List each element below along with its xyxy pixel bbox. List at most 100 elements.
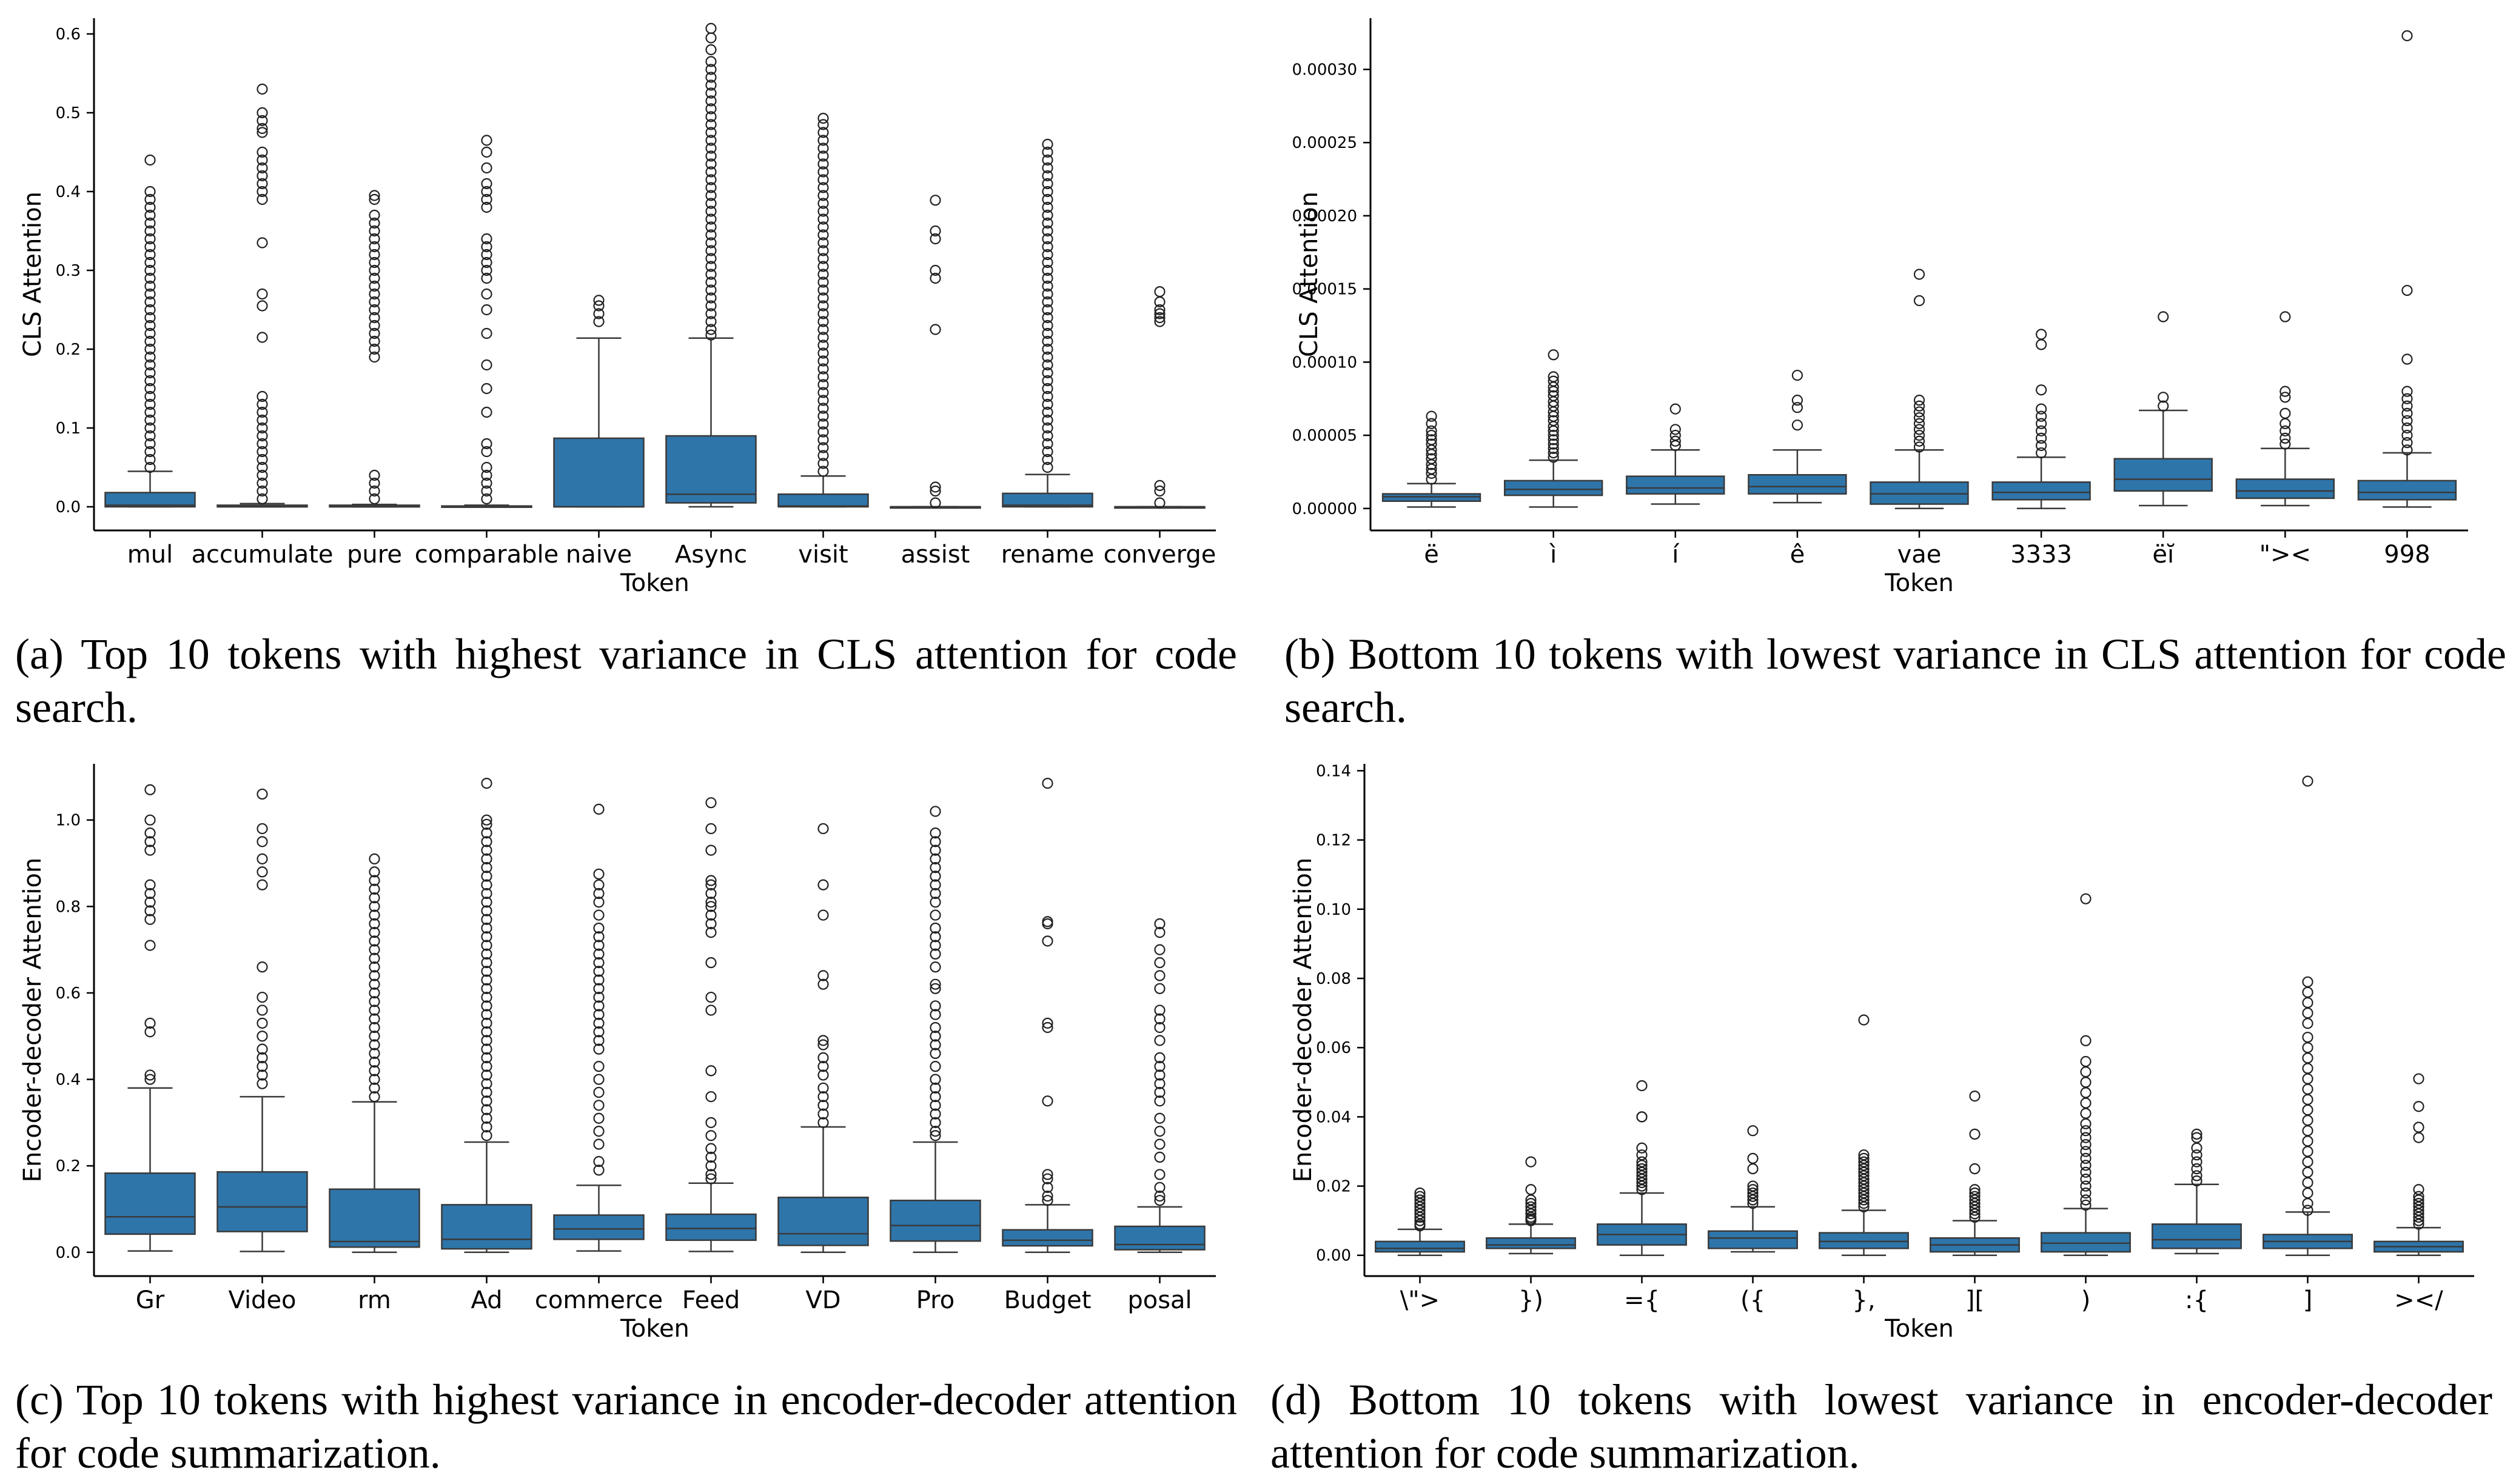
outlier-point bbox=[481, 1043, 492, 1055]
x-tick-label: Budget bbox=[1004, 1286, 1092, 1314]
outlier-point bbox=[481, 1095, 492, 1107]
y-tick-label: 0.00025 bbox=[1292, 134, 1357, 152]
outlier-point bbox=[144, 905, 156, 917]
outlier-point bbox=[369, 970, 380, 981]
outlier-point bbox=[1969, 1211, 1981, 1223]
outlier-point bbox=[930, 1082, 941, 1094]
outlier-point bbox=[1154, 1035, 1166, 1046]
outlier-point bbox=[2036, 440, 2047, 452]
outlier-point bbox=[257, 186, 268, 198]
outlier-point bbox=[1636, 1080, 1648, 1092]
box-0 bbox=[1381, 410, 1481, 508]
outlier-point bbox=[593, 897, 605, 908]
outlier-point bbox=[481, 871, 492, 882]
outlier-point bbox=[2279, 311, 2291, 323]
x-tick-label: rm bbox=[358, 1286, 391, 1314]
outlier-point bbox=[1154, 1195, 1166, 1206]
outlier-point bbox=[930, 948, 941, 960]
outlier-point bbox=[144, 193, 156, 206]
outlier-point bbox=[1042, 272, 1053, 284]
x-tick-label: ì bbox=[1549, 541, 1557, 569]
box-0 bbox=[1375, 1187, 1465, 1256]
y-axis-title: Encoder-decoder Attention bbox=[1289, 858, 1317, 1183]
outlier-point bbox=[705, 79, 717, 91]
outlier-point bbox=[817, 127, 829, 138]
outlier-point bbox=[705, 158, 717, 170]
outlier-point bbox=[817, 213, 829, 225]
outlier-point bbox=[1042, 916, 1053, 927]
outlier-point bbox=[1042, 935, 1053, 947]
outlier-point bbox=[257, 961, 268, 973]
outlier-point bbox=[593, 974, 605, 986]
box-5 bbox=[1930, 1091, 2020, 1256]
outlier-point bbox=[705, 103, 717, 115]
y-tick-label: 1.0 bbox=[56, 812, 81, 830]
outlier-point bbox=[1154, 1182, 1166, 1193]
outlier-point bbox=[144, 438, 156, 450]
outlier-point bbox=[481, 1121, 492, 1133]
outlier-point bbox=[1858, 1152, 1870, 1164]
outlier-point bbox=[369, 918, 380, 929]
x-tick-label: converge bbox=[1104, 541, 1216, 569]
outlier-point bbox=[144, 367, 156, 379]
outlier-point bbox=[481, 940, 492, 951]
outlier-point bbox=[1042, 777, 1053, 789]
outlier-point bbox=[705, 198, 717, 209]
outlier-point bbox=[930, 497, 941, 509]
box-8 bbox=[2357, 30, 2457, 508]
outlier-point bbox=[817, 221, 829, 233]
outlier-point bbox=[144, 1026, 156, 1038]
outlier-point bbox=[593, 1165, 605, 1176]
outlier-point bbox=[1525, 1205, 1537, 1216]
outlier-point bbox=[257, 193, 268, 206]
outlier-point bbox=[1042, 264, 1053, 276]
outlier-point bbox=[1154, 1190, 1166, 1202]
outlier-point bbox=[369, 209, 380, 221]
outlier-point bbox=[2413, 1184, 2424, 1195]
outlier-point bbox=[481, 1086, 492, 1098]
outlier-point bbox=[930, 1009, 941, 1020]
outlier-point bbox=[705, 300, 717, 312]
box-body bbox=[1748, 474, 1847, 495]
outlier-point bbox=[369, 190, 380, 201]
x-tick-label: pure bbox=[347, 541, 402, 569]
outlier-point bbox=[1426, 459, 1437, 470]
outlier-point bbox=[481, 233, 492, 245]
outlier-point bbox=[144, 1069, 156, 1081]
outlier-point bbox=[930, 272, 941, 284]
chart-panel-a: 0.0 0.1 0.2 0.3 0.4 0.5 0.6 CLS Attention Token m… bbox=[19, 18, 1216, 597]
outlier-point bbox=[1042, 162, 1053, 174]
outlier-point bbox=[1548, 349, 1559, 361]
outlier-point bbox=[817, 426, 829, 438]
outlier-point bbox=[2080, 1087, 2092, 1098]
outlier-point bbox=[1525, 1201, 1537, 1212]
outlier-point bbox=[2401, 422, 2413, 434]
outlier-point bbox=[144, 897, 156, 908]
outlier-point bbox=[369, 875, 380, 886]
outlier-point bbox=[2036, 329, 2047, 340]
outlier-point bbox=[144, 814, 156, 826]
outlier-point bbox=[144, 887, 156, 900]
outlier-point bbox=[257, 866, 268, 878]
x-axis-title: Token bbox=[620, 1315, 689, 1343]
outlier-point bbox=[593, 1086, 605, 1098]
outlier-point bbox=[481, 879, 492, 891]
x-tick-label: mul bbox=[127, 541, 173, 569]
box-body bbox=[553, 1214, 645, 1240]
outlier-point bbox=[2302, 1042, 2313, 1054]
x-axis-title: Token bbox=[1884, 569, 1954, 597]
outlier-point bbox=[2036, 384, 2047, 396]
outlier-point bbox=[1636, 1142, 1648, 1154]
outlier-point bbox=[930, 485, 941, 497]
outlier-point bbox=[705, 142, 717, 154]
outlier-point bbox=[705, 1091, 717, 1103]
outlier-point bbox=[817, 135, 829, 146]
y-tick-label: 0.00000 bbox=[1292, 500, 1357, 518]
outlier-point bbox=[257, 836, 268, 847]
outlier-point bbox=[257, 122, 268, 135]
outlier-point bbox=[1525, 1198, 1537, 1209]
outlier-point bbox=[593, 1100, 605, 1111]
outlier-point bbox=[369, 304, 380, 316]
outlier-point bbox=[1858, 1014, 1870, 1026]
